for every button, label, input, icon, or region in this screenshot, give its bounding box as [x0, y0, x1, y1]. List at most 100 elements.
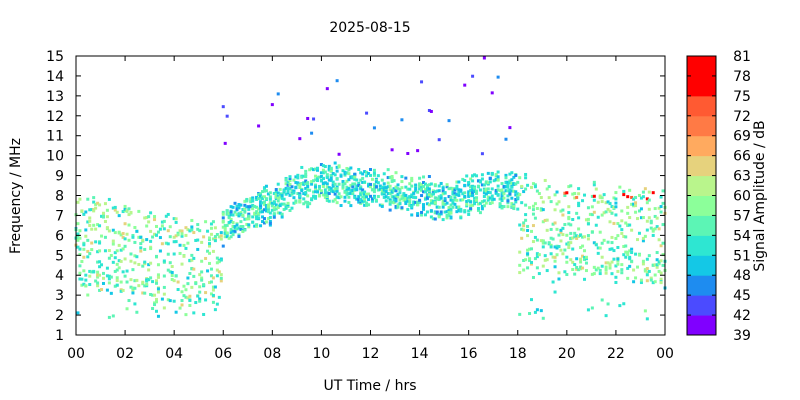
signal-point	[494, 188, 498, 192]
signal-point	[211, 293, 215, 297]
signal-point	[541, 200, 545, 204]
signal-point	[398, 202, 402, 206]
signal-point	[365, 201, 369, 205]
signal-point	[565, 242, 569, 246]
signal-point	[620, 263, 624, 267]
signal-point	[180, 234, 184, 238]
signal-point	[154, 279, 158, 283]
signal-point	[306, 188, 310, 192]
signal-point	[510, 196, 514, 200]
signal-point	[372, 171, 376, 175]
signal-point	[312, 190, 316, 194]
signal-point	[168, 261, 172, 265]
signal-point	[245, 199, 249, 203]
signal-point	[543, 258, 547, 262]
signal-point	[149, 247, 153, 251]
signal-point	[251, 203, 255, 207]
signal-point	[461, 177, 465, 181]
signal-point	[535, 308, 539, 312]
signal-point	[620, 271, 624, 275]
signal-point	[655, 263, 659, 267]
signal-point	[643, 234, 647, 238]
signal-point	[249, 197, 253, 201]
signal-point	[241, 213, 245, 217]
signal-point	[400, 186, 404, 190]
signal-point	[370, 177, 374, 181]
signal-point	[374, 180, 378, 184]
signal-point	[425, 188, 429, 192]
signal-point	[433, 199, 437, 203]
y-tick-label: 2	[55, 308, 64, 324]
signal-point	[404, 193, 408, 197]
signal-point	[245, 205, 249, 209]
signal-point	[194, 238, 198, 242]
signal-point	[298, 185, 302, 189]
signal-point	[416, 190, 420, 194]
signal-point	[204, 298, 208, 302]
signal-point	[453, 198, 457, 202]
signal-point	[571, 260, 575, 264]
signal-point	[156, 273, 160, 277]
signal-point	[202, 235, 206, 239]
signal-point	[123, 274, 127, 278]
signal-point	[425, 187, 429, 191]
signal-point	[151, 235, 155, 239]
signal-point	[551, 222, 555, 226]
signal-point	[449, 198, 453, 202]
signal-point	[319, 179, 323, 183]
signal-point	[435, 211, 439, 215]
signal-point	[98, 241, 102, 245]
signal-point	[304, 190, 308, 194]
signal-point	[573, 235, 577, 239]
signal-point	[231, 213, 235, 217]
signal-point	[98, 273, 102, 277]
signal-point	[453, 192, 457, 196]
signal-point	[590, 230, 594, 234]
signal-point	[121, 247, 125, 251]
signal-point	[288, 209, 292, 213]
signal-point	[264, 184, 268, 188]
signal-point	[355, 178, 359, 182]
signal-point	[596, 251, 600, 255]
signal-point	[408, 203, 412, 207]
signal-point	[467, 209, 471, 213]
signal-point	[363, 170, 367, 174]
signal-point	[553, 221, 557, 225]
signal-point	[620, 228, 624, 232]
signal-point	[480, 183, 484, 187]
colorbar-tick-label: 60	[733, 189, 751, 205]
signal-point	[553, 259, 557, 263]
signal-point	[382, 192, 386, 196]
signal-point	[101, 214, 105, 218]
signal-point	[384, 186, 388, 190]
signal-point	[221, 225, 225, 229]
signal-point	[459, 188, 463, 192]
signal-point	[213, 308, 217, 312]
signal-point	[209, 267, 213, 271]
signal-point	[286, 201, 290, 205]
signal-point	[343, 199, 347, 203]
signal-point	[592, 194, 596, 198]
signal-point	[156, 275, 160, 279]
signal-point	[412, 202, 416, 206]
signal-point	[257, 193, 261, 197]
signal-point	[408, 195, 412, 199]
signal-point	[98, 288, 102, 292]
signal-point	[529, 247, 533, 251]
signal-point	[388, 208, 392, 212]
signal-point	[647, 216, 651, 220]
x-axis-label: UT Time / hrs	[323, 378, 416, 394]
signal-point	[410, 193, 414, 197]
signal-point	[433, 196, 437, 200]
signal-point	[402, 192, 406, 196]
signal-point	[581, 266, 585, 270]
signal-point	[170, 274, 174, 278]
signal-point	[634, 252, 638, 256]
signal-point	[125, 307, 129, 311]
signal-point	[268, 223, 272, 227]
y-tick-label: 3	[55, 288, 64, 304]
signal-point	[107, 277, 111, 281]
signal-point	[382, 188, 386, 192]
signal-point	[141, 291, 145, 295]
signal-point	[82, 247, 86, 251]
